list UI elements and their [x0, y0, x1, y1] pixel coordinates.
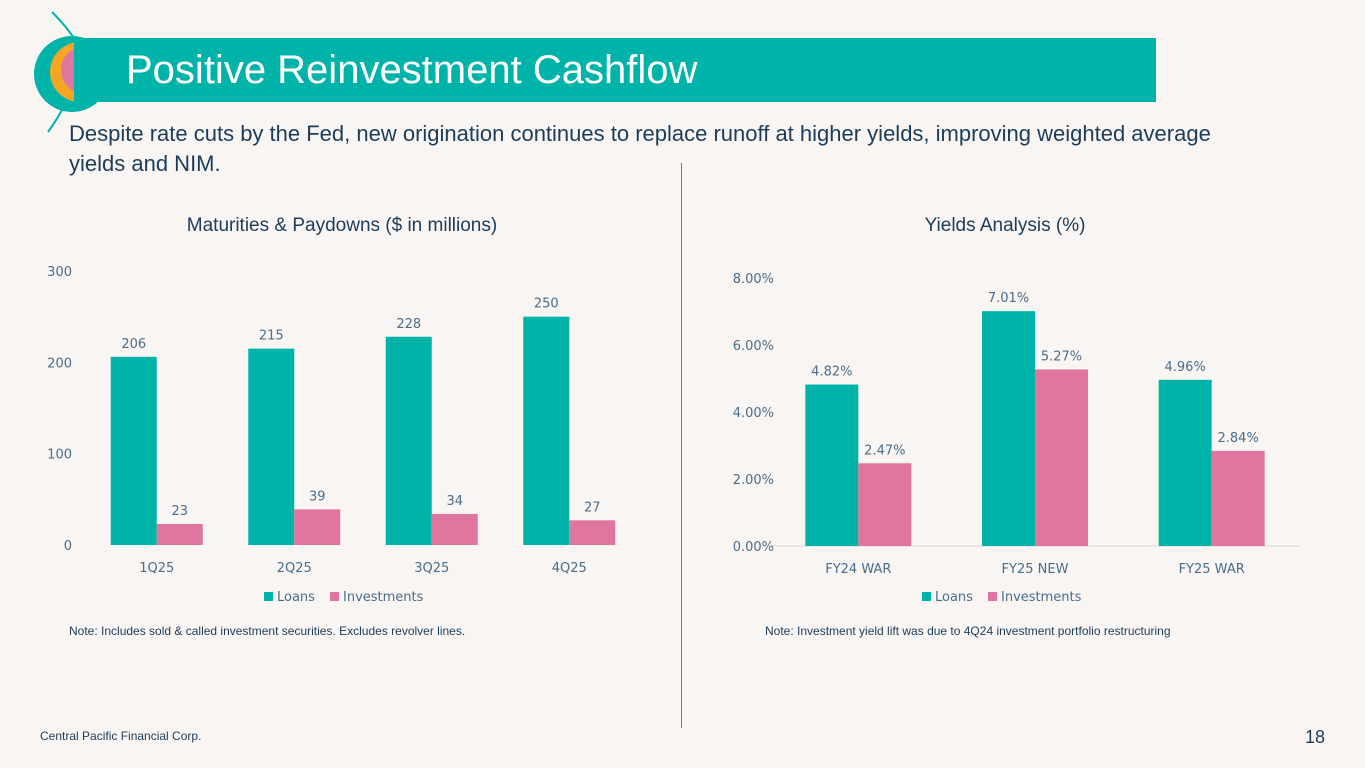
y-tick-label: 0 [64, 539, 72, 554]
y-tick-label: 2.00% [733, 473, 774, 488]
data-label-investments: 34 [446, 494, 463, 509]
y-tick-label: 6.00% [733, 339, 774, 354]
data-label-loans: 215 [259, 329, 284, 344]
yields-chart: 0.00% 2.00% 4.00% 6.00% 8.00% 4.82% 2.47% FY24 … [733, 272, 1300, 605]
page-title: Positive Reinvestment Cashflow [126, 48, 698, 92]
bar-loans-1q25 [110, 356, 157, 545]
data-label-investments: 23 [171, 504, 188, 519]
footer-company: Central Pacific Financial Corp. [40, 729, 202, 743]
bar-investments-2q25 [294, 509, 341, 545]
y-tick-label: 4.00% [733, 406, 774, 421]
legend-swatch-investments [330, 592, 339, 601]
data-label-loans: 4.96% [1165, 360, 1206, 375]
data-label-loans: 228 [396, 317, 421, 332]
data-label-loans: 206 [121, 337, 146, 352]
note-maturities: Note: Includes sold & called investment … [69, 624, 466, 638]
data-label-investments: 27 [584, 500, 601, 515]
x-tick-label: 3Q25 [414, 561, 449, 576]
note-yields: Note: Investment yield lift was due to 4… [765, 624, 1171, 638]
page-number: 18 [1304, 727, 1325, 747]
bar-investments-fy25-new [1035, 369, 1088, 546]
maturities-chart: 0 100 200 300 206 23 1Q25 215 39 2Q25 228 34 3Q25 250… [47, 265, 616, 605]
data-label-loans: 250 [534, 297, 559, 312]
bar-loans-2q25 [248, 348, 295, 545]
bar-investments-fy24-war [858, 463, 912, 546]
chart-title-maturities: Maturities & Paydowns ($ in millions) [186, 215, 498, 236]
data-label-investments: 2.47% [864, 443, 905, 458]
x-tick-label: FY25 WAR [1179, 562, 1245, 577]
legend-swatch-loans [922, 592, 931, 601]
data-label-investments: 2.84% [1218, 431, 1259, 446]
y-tick-label: 100 [47, 448, 72, 463]
legend-label-loans: Loans [277, 590, 315, 605]
legend-swatch-loans [264, 592, 273, 601]
x-tick-label: 1Q25 [139, 561, 174, 576]
y-tick-label: 0.00% [733, 540, 774, 555]
column-divider [681, 163, 682, 728]
bar-investments-3q25 [431, 513, 478, 545]
bar-loans-fy25-war [1158, 379, 1212, 546]
y-tick-label: 300 [47, 265, 72, 280]
legend-swatch-investments [988, 592, 997, 601]
bar-loans-fy25-new [982, 311, 1035, 546]
x-tick-label: FY25 NEW [1002, 562, 1069, 577]
bar-loans-3q25 [385, 336, 432, 545]
bar-investments-1q25 [156, 523, 203, 545]
x-tick-label: FY24 WAR [825, 562, 891, 577]
legend-label-investments: Investments [1001, 590, 1082, 605]
bar-investments-fy25-war [1211, 450, 1265, 546]
y-tick-label: 200 [47, 356, 72, 371]
data-label-investments: 5.27% [1041, 349, 1082, 364]
x-tick-label: 2Q25 [277, 561, 312, 576]
legend-label-investments: Investments [343, 590, 424, 605]
bar-investments-4q25 [569, 520, 616, 545]
data-label-loans: 4.82% [811, 365, 852, 380]
bar-loans-fy24-war [805, 384, 859, 546]
bar-loans-4q25 [523, 316, 570, 545]
page-subtitle: Despite rate cuts by the Fed, new origin… [69, 121, 1211, 176]
chart-title-yields: Yields Analysis (%) [924, 215, 1086, 236]
title-bar [74, 38, 1156, 102]
legend-label-loans: Loans [935, 590, 973, 605]
y-tick-label: 8.00% [733, 272, 774, 287]
data-label-investments: 39 [309, 489, 326, 504]
x-tick-label: 4Q25 [552, 561, 587, 576]
data-label-loans: 7.01% [988, 291, 1029, 306]
